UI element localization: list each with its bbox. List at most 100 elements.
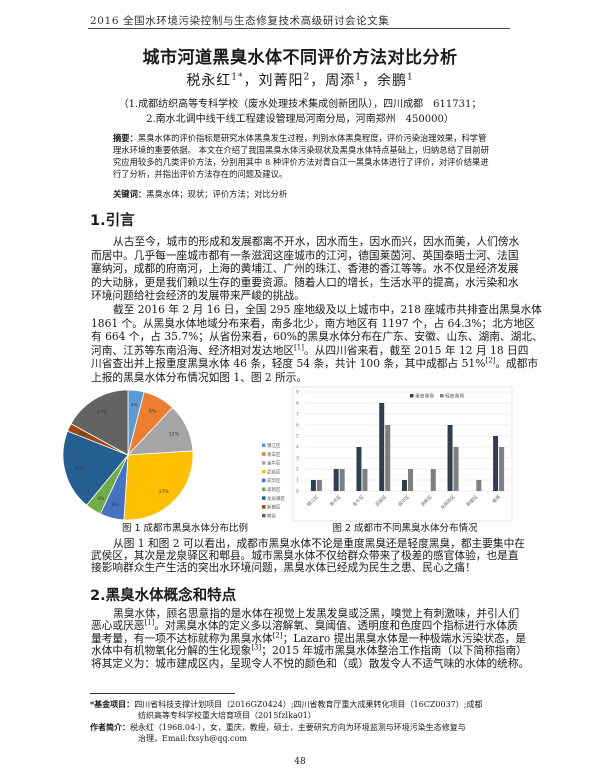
bar <box>430 469 436 491</box>
bio-label: 作者简介： <box>90 722 130 732</box>
keywords: 关键词：黑臭水体；现状；评价方法；对比分析 <box>113 188 287 200</box>
abstract: 摘要：黑臭水体的评价指标是研究水体黑臭发生过程，判别水体黑臭程度，评价污染治理效… <box>113 132 491 180</box>
citation-ref[interactable]: [1] <box>144 618 155 627</box>
keywords-label: 关键词： <box>113 189 147 199</box>
legend-label: 新都区 <box>267 504 281 511</box>
text-line: 的大动脉，更是我们赖以生存的重要资源。随着人口的增长，生活水平的提高，水污染和水 <box>91 275 519 289</box>
citation-ref[interactable]: [3] <box>251 643 262 652</box>
y-tick-label: 9 <box>296 390 299 396</box>
legend-swatch <box>262 469 266 474</box>
legend-label: 武侯区 <box>267 468 281 475</box>
text-line: 河南、江苏等东南沿海、经济相对发达地区[1]。从四川省来看，截至 2015 年 … <box>91 343 529 357</box>
text-line: 恶心或厌恶[1]。对黑臭水体的定义多以溶解氧、臭阈值、透明度和色度四个指标进行水… <box>91 618 518 633</box>
author: 余鹏 <box>376 73 407 89</box>
citation-ref[interactable]: [2] <box>485 356 496 365</box>
author-affiliation-mark: 2 <box>303 72 311 83</box>
bar <box>310 480 316 491</box>
legend-label: 高新区 <box>267 486 281 493</box>
author: 周添 <box>325 73 356 89</box>
legend-swatch <box>262 443 266 447</box>
pie-chart: 4% 8% 12% 27% 6% 4% 20% 2% 17% 锦江区青羊区金牛区武侯区成华区高新区… <box>62 389 285 521</box>
abstract-label: 摘要： <box>113 133 138 143</box>
y-tick-label: 3 <box>296 456 299 462</box>
funding-line-2: 纺织高等专科学校重大培育项目（2015fzlka01） <box>138 711 316 721</box>
pie-slice-label: 17% <box>97 409 108 415</box>
author-affiliation-mark: 1 <box>406 72 414 83</box>
y-tick-label: 7 <box>296 412 299 418</box>
text-line: 而居中。几乎每一座城市都有一条滋润这座城市的江河，德国莱茵河、英国泰晤士河、法国 <box>91 248 519 262</box>
text-line: 水体中有机物氧化分解的生化现象[3]；2015 年城市黑臭水体整治工作指南（以下… <box>91 643 527 658</box>
legend-swatch <box>262 487 266 491</box>
text-line: 川省查出并上报重度黑臭水体 46 条，轻度 54 条，共计 100 条，其中成都… <box>91 356 539 371</box>
legend-swatch <box>262 452 266 456</box>
text-line: 环境问题给社会经济的发展带来严峻的挑战。 <box>91 289 305 303</box>
legend-label: 龙泉驿区 <box>267 495 285 502</box>
bar <box>453 447 459 491</box>
text-line: 接影响群众生产生活的突出水环境问题，黑臭水体已经成为民生之患、民心之痛！ <box>91 560 476 574</box>
legend-swatch <box>262 505 266 509</box>
pie-slice <box>123 450 194 521</box>
citation-ref[interactable]: [1] <box>294 343 304 352</box>
y-tick-label: 5 <box>296 434 299 440</box>
footnote-rule <box>90 693 235 694</box>
text-line: 从古至今，城市的形成和发展都离不开水，因水而生，因水而兴，因水而美，人们傍水 <box>113 235 520 248</box>
author-affiliation-mark: 1* <box>231 72 244 83</box>
y-tick-label: 0 <box>296 489 299 495</box>
bar <box>333 469 339 491</box>
text-line: 上报的黑臭水体分布情况如图 1、图 2 所示。 <box>91 370 308 384</box>
bar <box>447 425 453 491</box>
pie-slice-label: 27% <box>159 489 170 495</box>
legend-label: 重度黑臭 <box>415 393 434 400</box>
section-heading-concept: 2.黑臭水体概念和特点 <box>90 588 237 604</box>
citation-ref[interactable]: [2] <box>272 631 283 640</box>
concept-paragraphs: 黑臭水体，顾名思意指的是水体在视觉上发黑发臭或泛黑，嗅觉上有刺激味，并引人们 恶心… <box>91 607 530 670</box>
bar <box>316 480 322 491</box>
bar <box>379 403 385 491</box>
affiliation-1: （1.成都纺织高等专科学校（废水处理技术集成创新团队），四川成都 611731； <box>118 99 482 110</box>
running-head: 2016 全国水环境污染控制与生态修复技术高级研讨会论文集 <box>90 15 390 27</box>
legend-label: 成华区 <box>267 477 281 484</box>
text-line: 黑臭水体，顾名思意指的是水体在视觉上发黑发臭或泛黑，嗅觉上有刺激味，并引人们 <box>113 607 520 620</box>
figure-2-caption: 图 2 成都市不同黑臭水体分布情况 <box>332 523 478 534</box>
author: 税永红 <box>186 73 232 89</box>
text-line: 将其定义为：城市建成区内，呈现令人不悦的颜色和（或）散发令人不适气味的水体的统称… <box>91 656 530 670</box>
text-line: 1861 个。从黑臭水体地域分布来看，南多北少，南方地区有 1197 个，占 6… <box>91 316 535 330</box>
intro-paragraphs: 从古至今，城市的形成和发展都离不开水，因水而生，因水而兴，因水而美，人们傍水 而居… <box>91 235 543 385</box>
author-affiliation-mark: 1 <box>355 72 362 83</box>
pie-slice-label: 8% <box>149 409 157 415</box>
bar <box>356 447 362 491</box>
pie-slice-label: 4% <box>131 403 139 409</box>
y-tick-label: 4 <box>296 445 299 451</box>
text-line: 截至 2016 年 2 月 16 日，全国 295 座地级及以上城市中，218 … <box>113 302 542 316</box>
pie-slice-label: 20% <box>74 466 85 472</box>
pie-slice <box>70 389 129 456</box>
funding-line-1: 四川省科技支撑计划项目（2016GZ0424）;四川省教育厅重大成果转化项目（1… <box>134 700 483 709</box>
page-number: 48 <box>294 757 306 767</box>
figure-discussion: 从图 1 和图 2 可以看出，成都市黑臭水体不论是重度黑臭还是轻度黑臭，都主要集… <box>91 538 525 574</box>
figure-1-caption: 图 1 成都市黑臭水体分布比例 <box>121 523 249 534</box>
paper-title: 城市河道黑臭水体不同评价方法对比分析 <box>142 48 458 68</box>
legend-swatch <box>262 513 266 518</box>
pie-slice-label: 6% <box>112 502 120 508</box>
bar <box>402 480 407 491</box>
legend-swatch <box>440 394 444 398</box>
text-line: 武侯区，其次是龙泉驿区和郫县。城市黑臭水体不仅给群众带来了极差的感官体验，也是直 <box>91 548 519 562</box>
legend-swatch <box>410 394 414 398</box>
section-heading-intro: 1.引言 <box>90 213 135 229</box>
bar <box>493 436 499 491</box>
text-line: 塞纳河，成都的府南河，上海的黄埔江、广州的珠江、香港的香江等等。水不仅是经济发展 <box>91 262 519 276</box>
y-tick-label: 8 <box>296 401 299 407</box>
legend-swatch <box>262 461 266 465</box>
x-tick-label: 郫县 <box>491 493 503 505</box>
abstract-text: 黑臭水体的评价指标是研究水体黑臭发生过程，判别水体黑臭程度，评价污染治理效果，科… <box>113 133 490 179</box>
legend-swatch <box>262 496 266 500</box>
bio-line-1: 税永红（1968.04-），女，重庆，教授，硕士，主要研究方向为环境监测与环境污… <box>130 723 466 732</box>
chart-frame <box>292 386 513 522</box>
keywords-text: 黑臭水体；现状；评价方法；对比分析 <box>146 189 288 199</box>
y-tick-label: 2 <box>296 467 299 473</box>
legend-label: 青羊区 <box>267 451 281 458</box>
footnote-funding: *基金项目：四川省科技支撑计划项目（2016GZ0424）;四川省教育厅重大成果… <box>90 699 511 722</box>
pie-slice-label: 12% <box>169 431 180 437</box>
text-line: 量考量，有一项不达标就称为黑臭水体[2]；Lazaro 提出黑臭水体是一种极端水… <box>91 631 527 645</box>
